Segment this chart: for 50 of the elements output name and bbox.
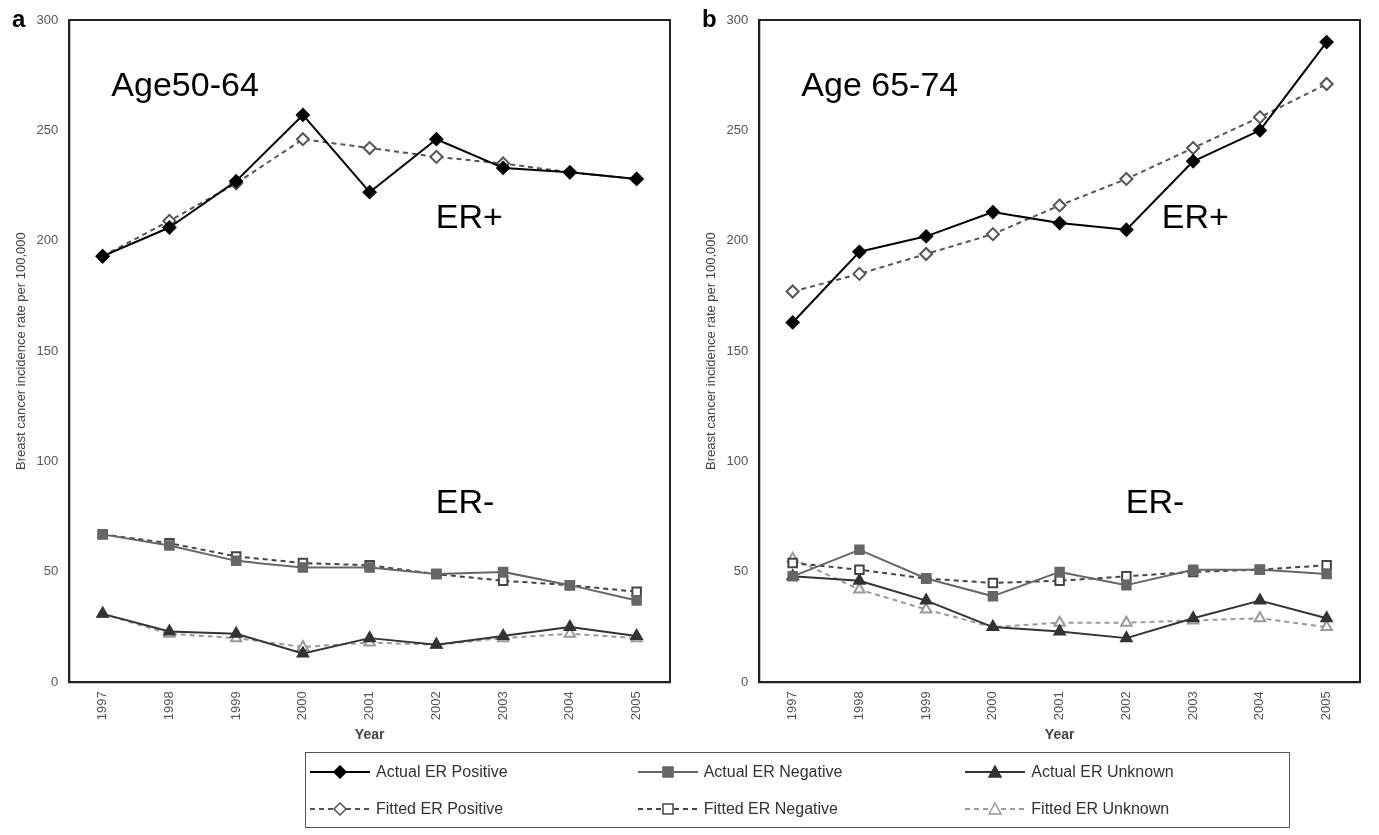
chart-title: b: [702, 4, 717, 32]
x-tick-label: 1997: [94, 691, 110, 721]
y-tick-label: 150: [726, 342, 749, 358]
y-tick-label: 200: [36, 232, 59, 248]
annotation: Age 65-74: [801, 64, 959, 103]
y-tick-label: 150: [36, 342, 59, 358]
y-tick-label: 0: [51, 673, 59, 689]
y-tick-label: 0: [741, 673, 749, 689]
annotation: ER+: [1161, 197, 1229, 236]
x-tick-label: 2003: [494, 691, 510, 721]
y-tick-label: 250: [36, 121, 59, 137]
chart-title: a: [12, 4, 26, 32]
x-tick-label: 2000: [294, 691, 310, 721]
y-tick-label: 50: [43, 563, 59, 579]
y-axis-title: Breast cancer incidence rate per 100,000: [703, 232, 719, 471]
y-tick-label: 50: [733, 563, 749, 579]
x-tick-label: 2004: [561, 691, 577, 721]
x-tick-label: 2002: [1117, 691, 1133, 721]
x-tick-label: 2004: [1251, 691, 1267, 721]
x-tick-label: 2005: [1318, 691, 1334, 721]
annotation: Age50-64: [111, 64, 259, 103]
y-tick-label: 200: [726, 232, 749, 248]
y-axis-title: Breast cancer incidence rate per 100,000: [13, 232, 29, 471]
x-tick-label: 2005: [628, 691, 644, 721]
legend-label: Actual ER Positive: [376, 762, 508, 781]
legend-label: Actual ER Negative: [703, 762, 843, 781]
x-tick-label: 1999: [917, 691, 933, 721]
y-tick-label: 300: [726, 11, 749, 27]
legend-label: Fitted ER Negative: [703, 799, 838, 818]
x-tick-label: 1999: [227, 691, 243, 721]
annotation: ER-: [1125, 481, 1185, 520]
x-tick-label: 2001: [1051, 691, 1067, 721]
x-tick-label: 1998: [160, 691, 176, 721]
legend-label: Actual ER Unknown: [1031, 762, 1174, 781]
x-axis-title: Year: [1044, 726, 1075, 743]
x-tick-label: 2001: [361, 691, 377, 721]
legend-label: Fitted ER Unknown: [1031, 799, 1170, 818]
x-tick-label: 1998: [850, 691, 866, 721]
legend-label: Fitted ER Positive: [376, 799, 504, 818]
annotation: ER-: [435, 481, 495, 520]
x-tick-label: 2000: [984, 691, 1000, 721]
y-tick-label: 250: [726, 121, 749, 137]
y-tick-label: 300: [36, 11, 59, 27]
y-tick-label: 100: [36, 453, 59, 469]
x-tick-label: 2003: [1184, 691, 1200, 721]
annotation: ER+: [435, 197, 503, 236]
x-tick-label: 2002: [427, 691, 443, 721]
x-axis-title: Year: [354, 726, 385, 743]
y-tick-label: 100: [726, 453, 749, 469]
x-tick-label: 1997: [784, 691, 800, 721]
